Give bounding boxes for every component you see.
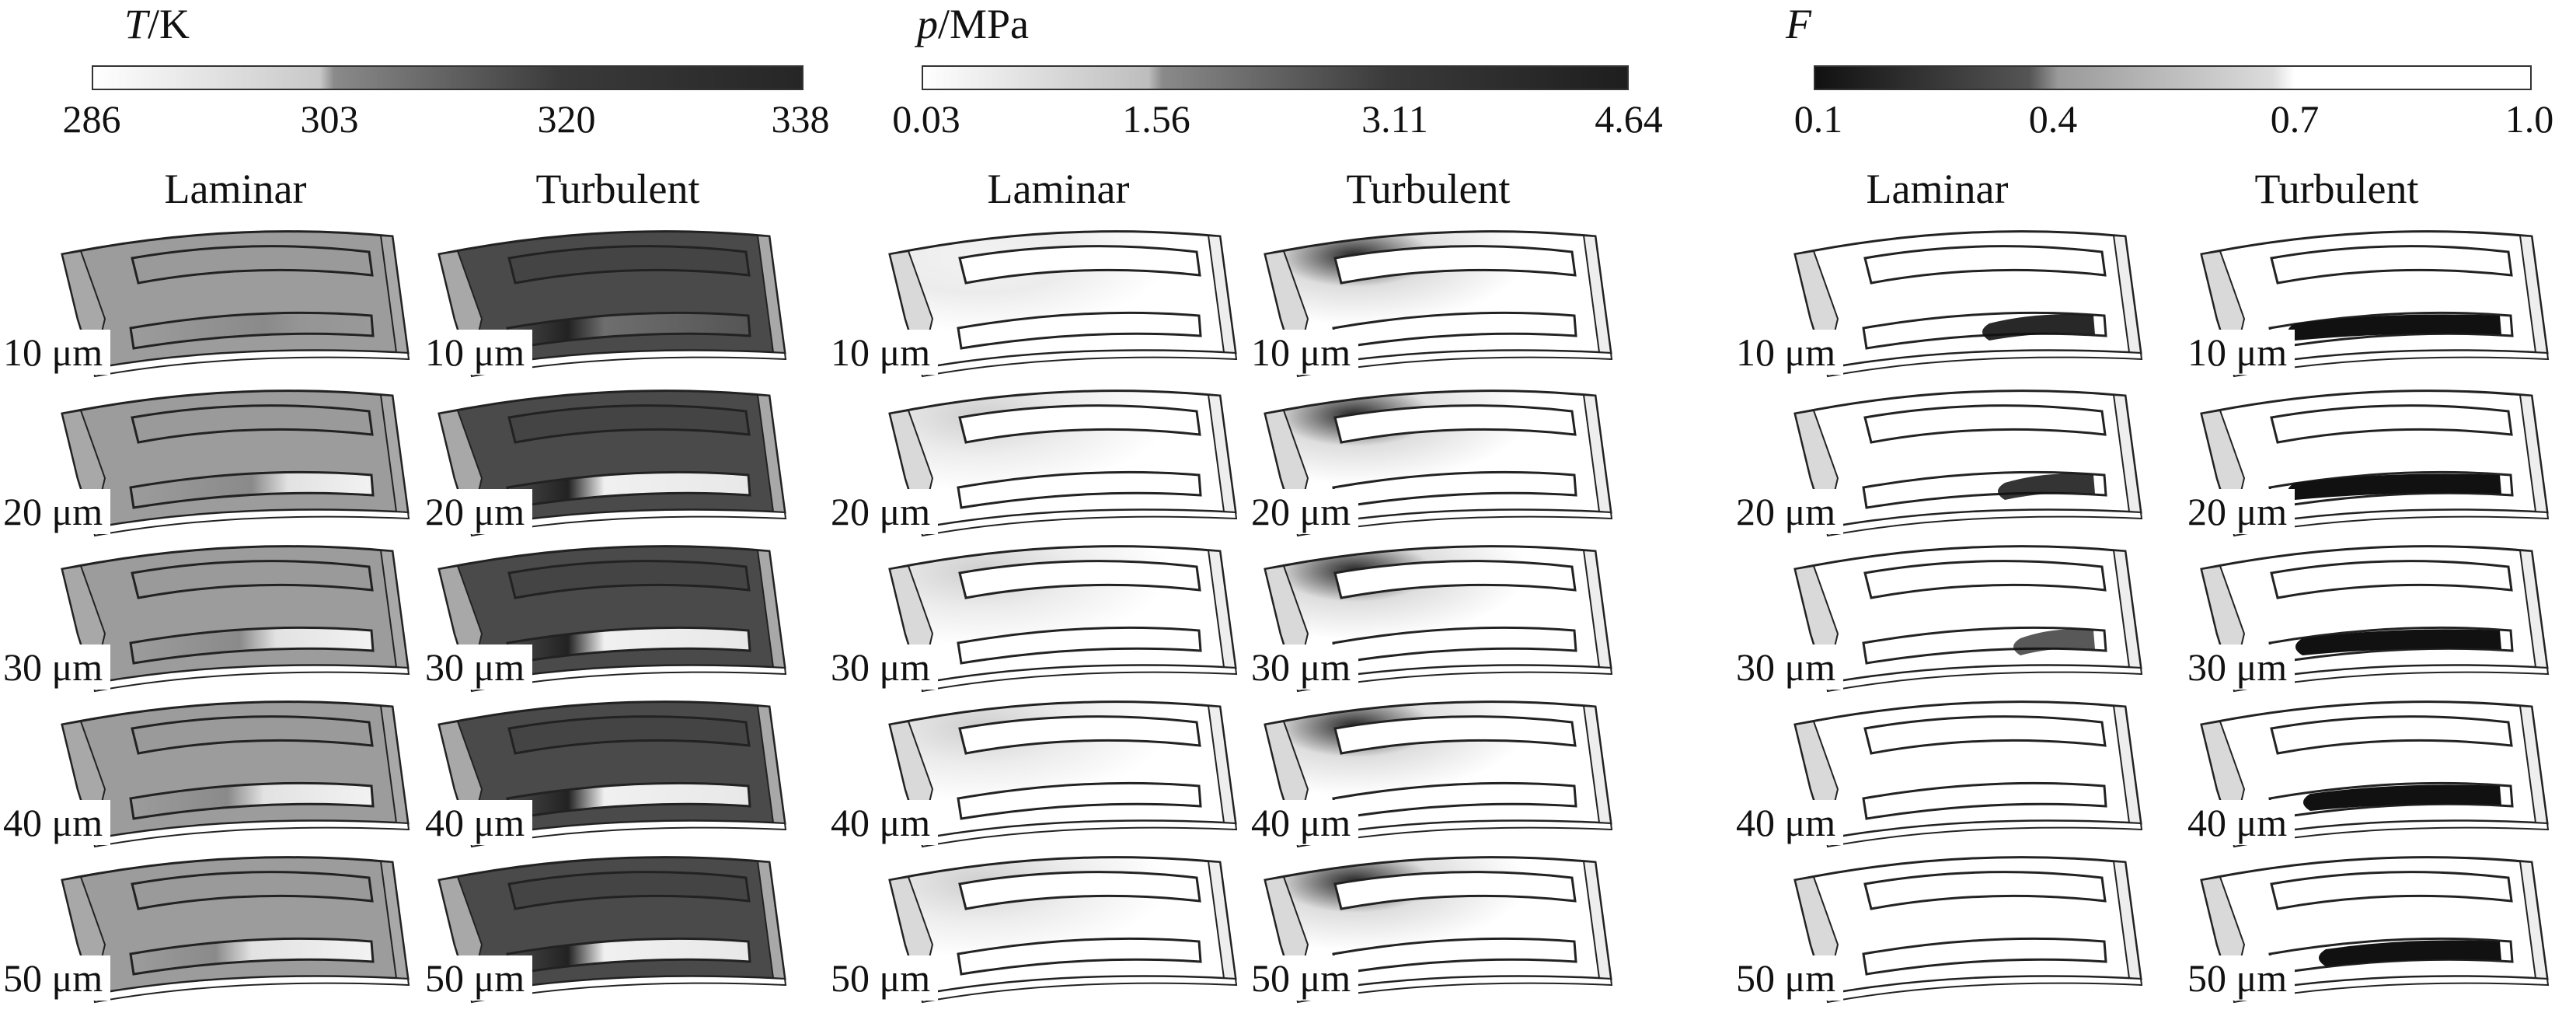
- panel-pressure-laminar-row-4: [888, 700, 1238, 848]
- fraction-tick-3: 0.7: [2270, 97, 2320, 141]
- temperature-tick-3: 320: [537, 97, 596, 141]
- panel-pressure-laminar-row-3: [888, 545, 1238, 693]
- fraction-colorbar: [1814, 65, 2532, 90]
- pressure-tick-2: 1.56: [1122, 97, 1190, 141]
- row-label-temperature-turbulent-3: 30 μm: [424, 644, 533, 690]
- row-label-fraction-turbulent-4: 40 μm: [2186, 800, 2295, 845]
- pressure-tick-4: 4.64: [1595, 97, 1663, 141]
- temperature-tick-1: 286: [62, 97, 121, 141]
- row-label-pressure-laminar-4: 40 μm: [829, 800, 939, 845]
- row-label-pressure-laminar-2: 20 μm: [829, 489, 939, 534]
- row-label-temperature-laminar-5: 50 μm: [2, 955, 111, 1001]
- temperature-tick-2: 303: [300, 97, 359, 141]
- row-label-fraction-turbulent-3: 30 μm: [2186, 644, 2295, 690]
- row-label-fraction-turbulent-1: 10 μm: [2186, 330, 2295, 375]
- row-label-temperature-turbulent-5: 50 μm: [424, 955, 533, 1001]
- pressure-title: p/MPa: [917, 1, 1030, 47]
- row-label-temperature-laminar-2: 20 μm: [2, 489, 111, 534]
- row-label-fraction-turbulent-5: 50 μm: [2186, 955, 2295, 1001]
- pressure-tick-1: 0.03: [892, 97, 960, 141]
- row-label-fraction-laminar-5: 50 μm: [1734, 955, 1844, 1001]
- temperature-colorbar: [92, 65, 803, 90]
- row-label-temperature-turbulent-2: 20 μm: [424, 489, 533, 534]
- panel-fraction-laminar-row-2: [1793, 389, 2143, 537]
- fraction-turbulent-header: Turbulent: [2254, 166, 2419, 212]
- row-label-fraction-laminar-4: 40 μm: [1734, 800, 1844, 845]
- row-label-pressure-turbulent-5: 50 μm: [1250, 955, 1359, 1001]
- panel-fraction-laminar-row-1: [1793, 230, 2143, 378]
- panel-fraction-turbulent-row-3: [2200, 545, 2550, 693]
- panel-fraction-laminar-row-5: [1793, 856, 2143, 1004]
- fraction-title: F: [1786, 1, 1811, 47]
- fraction-tick-4: 1.0: [2505, 97, 2554, 141]
- panel-temperature-laminar-row-5: [61, 856, 410, 1004]
- row-label-fraction-laminar-1: 10 μm: [1734, 330, 1844, 375]
- row-label-pressure-turbulent-2: 20 μm: [1250, 489, 1359, 534]
- temperature-turbulent-header: Turbulent: [535, 166, 700, 212]
- fraction-tick-2: 0.4: [2028, 97, 2078, 141]
- panel-pressure-laminar-row-2: [888, 389, 1238, 537]
- row-label-pressure-turbulent-1: 10 μm: [1250, 330, 1359, 375]
- row-label-fraction-laminar-2: 20 μm: [1734, 489, 1844, 534]
- row-label-temperature-turbulent-4: 40 μm: [424, 800, 533, 845]
- row-label-pressure-laminar-1: 10 μm: [829, 330, 939, 375]
- row-label-temperature-laminar-1: 10 μm: [2, 330, 111, 375]
- panel-temperature-laminar-row-1: [61, 230, 410, 378]
- pressure-tick-3: 3.11: [1361, 97, 1428, 141]
- row-label-pressure-turbulent-4: 40 μm: [1250, 800, 1359, 845]
- fraction-laminar-header: Laminar: [1866, 166, 2009, 212]
- temperature-tick-4: 338: [771, 97, 830, 141]
- row-label-temperature-turbulent-1: 10 μm: [424, 330, 533, 375]
- row-label-temperature-laminar-4: 40 μm: [2, 800, 111, 845]
- row-label-fraction-turbulent-2: 20 μm: [2186, 489, 2295, 534]
- fraction-tick-1: 0.1: [1793, 97, 1843, 141]
- pressure-laminar-header: Laminar: [987, 166, 1130, 212]
- temperature-title: T/K: [124, 1, 190, 47]
- temperature-laminar-header: Laminar: [164, 166, 307, 212]
- row-label-pressure-laminar-5: 50 μm: [829, 955, 939, 1001]
- pressure-turbulent-header: Turbulent: [1346, 166, 1511, 212]
- row-label-pressure-laminar-3: 30 μm: [829, 644, 939, 690]
- pressure-colorbar: [922, 65, 1629, 90]
- row-label-pressure-turbulent-3: 30 μm: [1250, 644, 1359, 690]
- panel-pressure-laminar-row-5: [888, 856, 1238, 1004]
- row-label-fraction-laminar-3: 30 μm: [1734, 644, 1844, 690]
- panel-pressure-turbulent-row-1: [1264, 230, 1613, 378]
- row-label-temperature-laminar-3: 30 μm: [2, 644, 111, 690]
